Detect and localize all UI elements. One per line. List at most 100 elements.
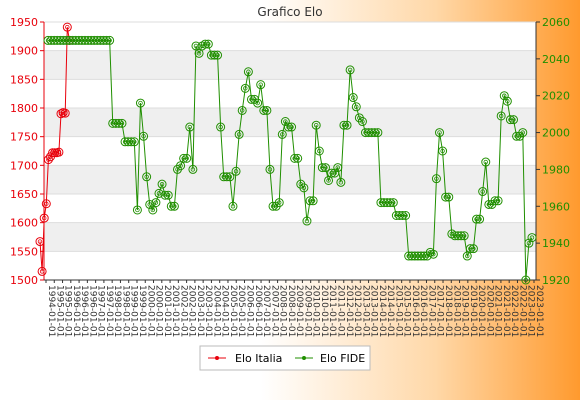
x-tick-label: 1998-01-01: [112, 285, 122, 337]
x-tick-label: 2023-01-01: [526, 285, 536, 337]
data-point: [320, 163, 330, 173]
x-tick-label: 2023-01-01: [534, 285, 544, 337]
left-tick-label: 1600: [10, 217, 38, 230]
x-tick-label: 2017-01-01: [426, 285, 436, 337]
data-point-inner: [141, 134, 146, 139]
data-point-inner: [138, 100, 143, 106]
data-point-inner: [153, 200, 159, 205]
data-point-inner: [508, 117, 513, 122]
data-point-inner: [169, 204, 174, 209]
x-tick-label: 2011-01-01: [327, 285, 337, 337]
data-point: [348, 93, 358, 103]
data-point: [277, 129, 287, 139]
data-point: [200, 39, 210, 49]
x-tick-label: 1999-01-01: [137, 285, 147, 337]
data-point: [431, 174, 441, 184]
data-point-inner: [317, 148, 322, 154]
data-point-inner: [181, 156, 186, 161]
data-point: [39, 213, 49, 223]
x-tick-label: 2005-01-01: [236, 285, 246, 337]
right-tick-label: 1920: [542, 274, 570, 287]
data-point: [259, 105, 269, 115]
data-point: [117, 118, 127, 128]
data-point: [105, 35, 115, 45]
x-tick-label: 2002-01-01: [187, 285, 197, 337]
x-tick-label: 2013-01-01: [360, 285, 370, 337]
data-point: [373, 128, 383, 138]
data-point: [398, 211, 408, 220]
data-point: [444, 192, 454, 202]
data-point-inner: [39, 269, 45, 274]
data-point: [176, 161, 186, 171]
data-point: [240, 83, 250, 93]
data-point: [345, 65, 355, 75]
data-point-inner: [184, 156, 189, 161]
data-point-inner: [212, 52, 217, 58]
data-point-inner: [258, 82, 263, 87]
x-tick-label: 2007-01-01: [261, 285, 271, 337]
legend: Elo Italia Elo FIDE: [199, 345, 371, 371]
x-tick-label: 2022-01-01: [509, 285, 519, 337]
data-point: [274, 198, 284, 208]
x-tick-label: 1997-01-01: [104, 285, 114, 337]
data-point-inner: [295, 156, 300, 161]
data-point-inner: [236, 132, 242, 137]
data-point-inner: [203, 41, 208, 47]
right-tick-label: 2020: [542, 90, 570, 103]
data-point: [287, 122, 297, 132]
data-point-inner: [267, 167, 273, 172]
data-point: [499, 91, 509, 101]
data-point-inner: [443, 194, 448, 200]
data-point-inner: [477, 216, 482, 222]
data-point: [385, 198, 395, 208]
data-point-inner: [190, 167, 196, 172]
data-point: [428, 249, 438, 259]
data-point-inner: [375, 130, 381, 135]
data-point: [154, 188, 164, 198]
data-point-inner: [150, 207, 156, 213]
data-point-inner: [471, 246, 476, 251]
data-point-inner: [280, 132, 285, 137]
data-point: [43, 155, 53, 165]
data-point-inner: [132, 139, 137, 144]
data-point-inner: [107, 38, 112, 43]
data-point-inner: [403, 213, 408, 218]
x-tick-label: 2015-01-01: [402, 285, 412, 337]
data-point-inner: [289, 124, 294, 130]
data-point: [135, 98, 145, 108]
data-point-inner: [119, 121, 125, 126]
data-point: [505, 115, 515, 125]
data-point-inner: [341, 122, 347, 128]
left-tick-label: 1950: [10, 16, 38, 29]
data-point-inner: [480, 189, 485, 194]
data-point-inner: [249, 97, 254, 102]
data-point: [234, 129, 244, 139]
data-point: [290, 153, 300, 163]
data-point-inner: [304, 218, 310, 224]
data-point-inner: [159, 181, 165, 187]
x-tick-label: 2010-01-01: [311, 285, 321, 337]
data-point-inner: [323, 165, 328, 170]
x-tick-label: 1996-01-01: [71, 285, 81, 337]
chart-title: Grafico Elo: [257, 5, 322, 19]
data-point-inner: [449, 231, 455, 237]
x-tick-label: 1996-01-01: [87, 285, 97, 337]
x-tick-label: 2014-01-01: [385, 285, 395, 337]
data-point: [213, 50, 223, 60]
data-point-inner: [391, 200, 396, 205]
data-point: [441, 192, 451, 202]
x-tick-label: 2018-01-01: [443, 285, 453, 337]
data-point: [194, 48, 204, 58]
data-point: [126, 137, 136, 147]
data-point: [339, 120, 349, 130]
data-point: [518, 128, 528, 138]
data-point-inner: [468, 246, 473, 251]
x-tick-label: 2006-01-01: [253, 285, 263, 337]
data-point-inner: [156, 191, 162, 196]
data-point-inner: [511, 117, 516, 122]
x-tick-label: 2000-01-01: [145, 285, 155, 337]
data-point: [145, 199, 155, 209]
x-tick-label: 2020-01-01: [484, 285, 494, 337]
data-point-inner: [498, 113, 504, 119]
